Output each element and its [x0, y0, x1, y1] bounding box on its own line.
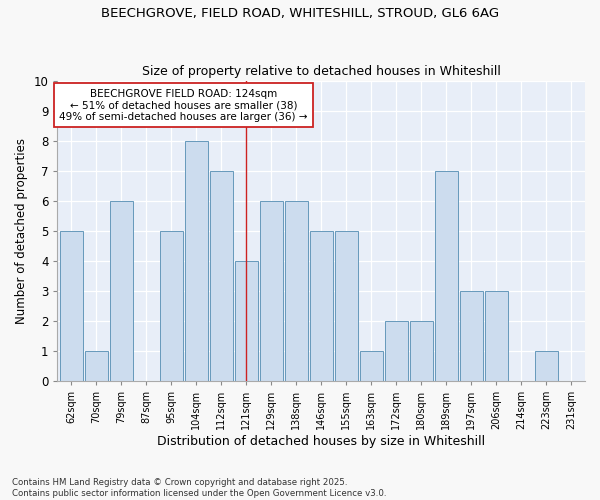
Bar — [110, 201, 133, 380]
Bar — [60, 231, 83, 380]
Bar — [210, 171, 233, 380]
Text: Contains HM Land Registry data © Crown copyright and database right 2025.
Contai: Contains HM Land Registry data © Crown c… — [12, 478, 386, 498]
Bar — [485, 290, 508, 380]
Title: Size of property relative to detached houses in Whiteshill: Size of property relative to detached ho… — [142, 66, 500, 78]
Bar — [235, 260, 258, 380]
Bar — [285, 201, 308, 380]
Text: BEECHGROVE, FIELD ROAD, WHITESHILL, STROUD, GL6 6AG: BEECHGROVE, FIELD ROAD, WHITESHILL, STRO… — [101, 8, 499, 20]
Bar — [360, 350, 383, 380]
Text: BEECHGROVE FIELD ROAD: 124sqm
← 51% of detached houses are smaller (38)
49% of s: BEECHGROVE FIELD ROAD: 124sqm ← 51% of d… — [59, 88, 308, 122]
Bar — [185, 141, 208, 380]
Bar — [385, 320, 408, 380]
Bar — [535, 350, 558, 380]
Bar — [435, 171, 458, 380]
Bar — [160, 231, 183, 380]
Bar — [310, 231, 333, 380]
Bar — [460, 290, 483, 380]
Bar — [410, 320, 433, 380]
Y-axis label: Number of detached properties: Number of detached properties — [15, 138, 28, 324]
X-axis label: Distribution of detached houses by size in Whiteshill: Distribution of detached houses by size … — [157, 434, 485, 448]
Bar — [85, 350, 108, 380]
Bar — [260, 201, 283, 380]
Bar — [335, 231, 358, 380]
